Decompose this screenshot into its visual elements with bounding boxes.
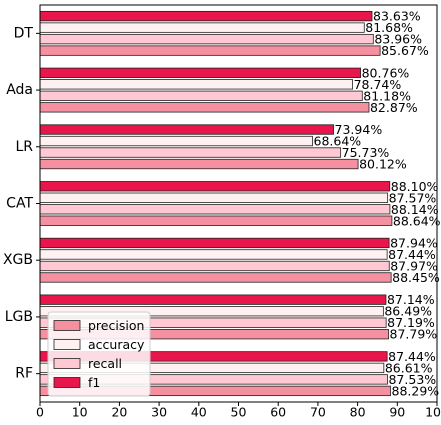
y-tick-label: LGB (5, 309, 33, 325)
x-tick-label: 60 (270, 405, 286, 420)
value-label: 87.94% (390, 235, 438, 250)
value-label: 88.29% (392, 383, 440, 398)
legend-swatch (53, 320, 81, 331)
bar (39, 90, 363, 101)
value-label: 86.49% (384, 304, 432, 319)
bar (39, 135, 313, 147)
bar (39, 124, 334, 135)
value-label: 81.18% (363, 88, 411, 103)
bar (39, 158, 359, 170)
value-label: 75.73% (342, 145, 390, 160)
value-label: 87.44% (388, 349, 436, 364)
bar (39, 215, 393, 226)
x-tick-label: 50 (231, 405, 247, 420)
value-label: 87.53% (388, 372, 436, 387)
value-label: 87.44% (388, 247, 436, 262)
legend-swatch (53, 377, 81, 388)
bar (39, 272, 392, 283)
bar (39, 192, 389, 203)
value-label: 87.79% (390, 327, 438, 342)
x-tick-label: 0 (36, 405, 44, 420)
x-tick-label: 40 (191, 405, 207, 420)
x-tick-label: 80 (350, 405, 366, 420)
x-tick-label: 70 (310, 405, 326, 420)
bar (39, 181, 391, 192)
plot-frame (39, 4, 438, 403)
bar (39, 260, 390, 272)
y-tick-label: RF (15, 366, 33, 382)
value-label: 68.64% (314, 134, 362, 149)
bar (39, 10, 373, 22)
y-tick-label: LR (15, 139, 33, 155)
legend-label: precision (88, 318, 144, 333)
x-tick-label: 20 (111, 405, 127, 420)
value-label: 80.12% (359, 157, 407, 172)
value-label: 87.57% (389, 190, 437, 205)
bar (39, 67, 362, 78)
legend-box (47, 311, 151, 397)
value-label: 87.14% (387, 292, 435, 307)
bar (39, 22, 365, 33)
value-label: 88.10% (391, 179, 439, 194)
value-label: 86.61% (385, 360, 433, 375)
bar (39, 102, 370, 113)
x-tick-label: 100 (425, 405, 441, 420)
bar (39, 79, 353, 90)
value-label: 88.45% (392, 270, 440, 285)
bar (39, 147, 342, 158)
value-label: 87.97% (390, 258, 438, 273)
bar (39, 204, 391, 215)
legend-label: recall (88, 356, 122, 371)
legend-label: f1 (88, 375, 100, 390)
value-label: 88.64% (393, 213, 441, 228)
value-label: 83.96% (374, 32, 422, 47)
legend-swatch (53, 358, 81, 369)
y-tick-label: Ada (6, 82, 33, 98)
value-label: 78.74% (354, 77, 402, 92)
bar (39, 33, 374, 45)
legend-label: accuracy (88, 337, 145, 352)
y-tick-label: CAT (6, 196, 33, 212)
value-label: 87.19% (387, 315, 435, 330)
y-tick-label: DT (14, 25, 34, 41)
value-label: 88.14% (391, 202, 439, 217)
x-tick-label: 30 (151, 405, 167, 420)
bar (39, 294, 387, 305)
value-label: 85.67% (381, 43, 429, 58)
bar (39, 45, 381, 56)
x-tick-label: 90 (389, 405, 405, 420)
x-tick-label: 10 (72, 405, 88, 420)
value-label: 73.94% (335, 122, 383, 137)
legend-swatch (53, 339, 81, 350)
bar (39, 237, 390, 249)
value-label: 81.68% (365, 20, 413, 35)
y-tick-label: XGB (3, 252, 33, 268)
value-label: 80.76% (362, 65, 410, 80)
value-label: 82.87% (370, 100, 418, 115)
bar (39, 249, 388, 260)
value-label: 83.63% (373, 9, 421, 24)
